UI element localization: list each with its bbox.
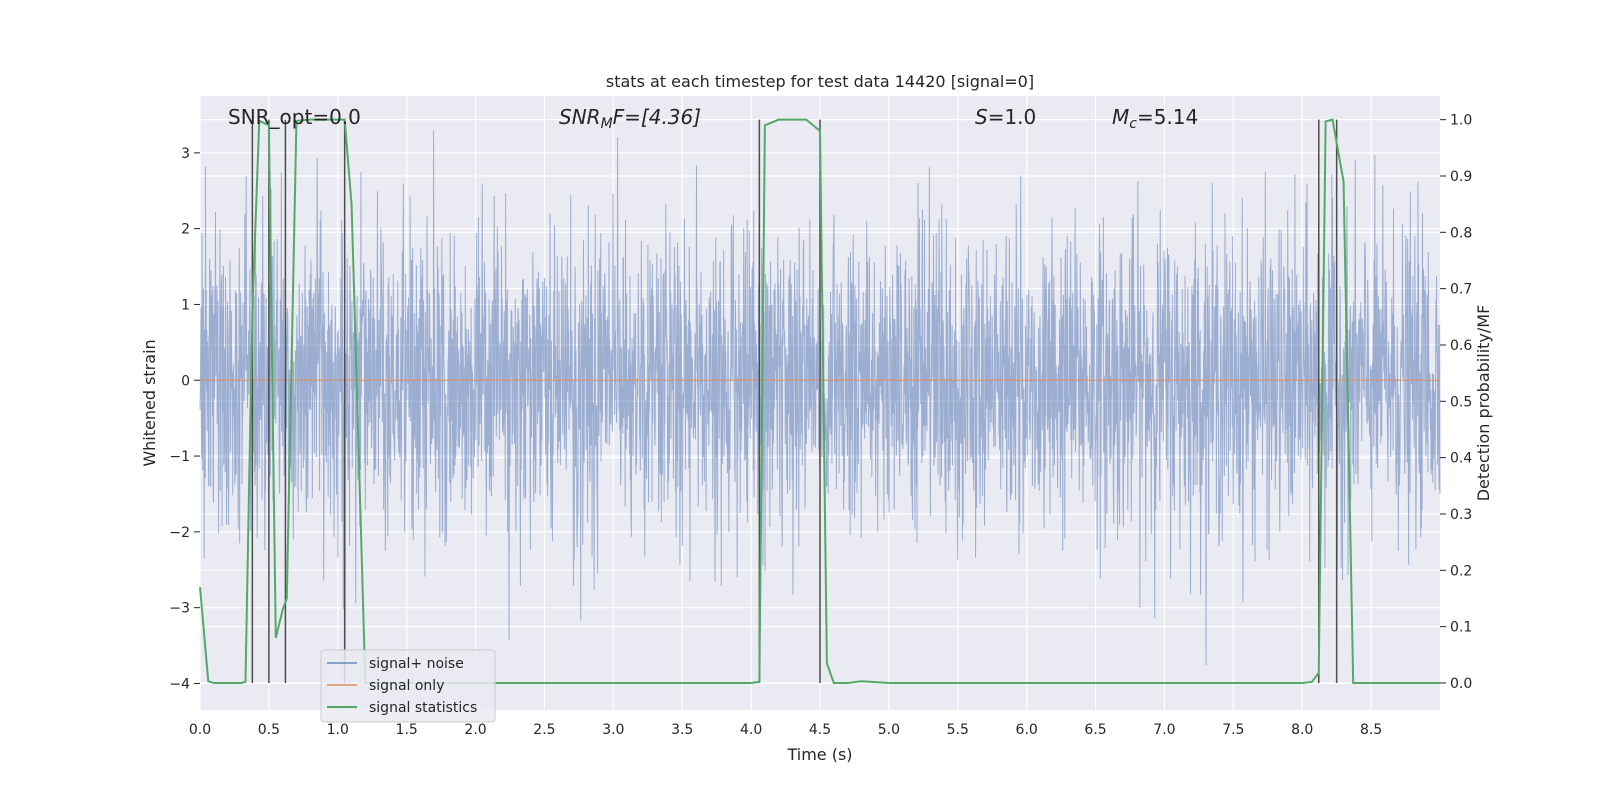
x-tick-label: 4.5	[809, 722, 831, 738]
annotation-s-name: S	[975, 105, 988, 129]
left-y-axis-label: Whitened strain	[140, 339, 159, 466]
annotation-snr-mf: SNRMF=[4.36]	[559, 105, 701, 132]
x-tick-label: 2.5	[533, 722, 555, 738]
right-y-tick-label: 0.2	[1450, 563, 1472, 579]
legend-label-signal-statistics: signal statistics	[369, 700, 477, 716]
right-y-tick-label: 0.3	[1450, 507, 1472, 523]
legend-label-signal-only: signal only	[369, 678, 444, 694]
annotation-s-rest: =1.0	[988, 105, 1037, 129]
annotation-snr-mf-sub: M	[601, 116, 613, 132]
right-y-tick-labels: 1.0 0.9 0.8 0.7 0.6 0.5 0.4 0.3 0.2 0.1 0.0	[1440, 113, 1472, 692]
left-y-tick-label: −3	[169, 601, 190, 617]
annotation-snr-mf-rest: F=[4.36]	[613, 105, 701, 129]
right-y-tick-label: 0.1	[1450, 620, 1472, 636]
x-tick-label: 8.5	[1360, 722, 1382, 738]
right-y-tick-label: 1.0	[1450, 113, 1472, 129]
left-y-tick-label: 2	[181, 222, 190, 238]
annotation-mc: Mc=5.14	[1112, 105, 1198, 132]
right-y-tick-label: 0.4	[1450, 451, 1472, 467]
x-tick-label: 5.5	[947, 722, 969, 738]
left-y-tick-label: −1	[169, 449, 190, 465]
left-y-tick-label: −2	[169, 525, 190, 541]
x-tick-label: 6.0	[1016, 722, 1038, 738]
left-y-tick-label: 0	[181, 373, 190, 389]
x-tick-label: 7.0	[1153, 722, 1175, 738]
left-y-tick-label: 3	[181, 146, 190, 162]
right-y-axis-label: Detection probability/MF	[1474, 305, 1493, 502]
right-y-tick-label: 0.9	[1450, 169, 1472, 185]
x-tick-label: 2.0	[464, 722, 486, 738]
chart-title: stats at each timestep for test data 144…	[606, 72, 1034, 91]
annotation-s: S=1.0	[975, 105, 1036, 129]
x-axis-label: Time (s)	[786, 745, 852, 764]
left-y-tick-label: 1	[181, 297, 190, 313]
x-tick-label: 0.0	[189, 722, 211, 738]
legend: signal+ noise signal only signal statist…	[320, 649, 496, 723]
legend-box	[320, 649, 496, 723]
right-y-tick-label: 0.8	[1450, 225, 1472, 241]
x-tick-label: 4.0	[740, 722, 762, 738]
x-tick-label: 3.5	[671, 722, 693, 738]
x-tick-label: 5.0	[878, 722, 900, 738]
signal-statistics-series	[199, 118, 1440, 684]
right-y-tick-label: 0.5	[1450, 394, 1472, 410]
x-tick-label: 3.0	[602, 722, 624, 738]
legend-label-signal-noise: signal+ noise	[369, 656, 464, 672]
left-y-tick-label: −4	[169, 676, 190, 692]
annotation-snr-opt: SNR_opt=0.0	[228, 105, 361, 129]
x-tick-label: 8.0	[1291, 722, 1313, 738]
annotation-mc-sub: c	[1129, 116, 1137, 132]
right-y-tick-label: 0.7	[1450, 282, 1472, 298]
x-tick-label: 1.0	[327, 722, 349, 738]
vertical-markers	[251, 119, 1338, 683]
x-tick-label: 6.5	[1084, 722, 1106, 738]
left-y-tick-labels: 3 2 1 0 −1 −2 −3 −4	[169, 146, 200, 692]
annotation-mc-name: M	[1112, 105, 1129, 129]
right-y-tick-label: 0.0	[1450, 676, 1472, 692]
annotation-snr-mf-name: SNR	[559, 105, 601, 129]
x-tick-label: 0.5	[258, 722, 280, 738]
x-tick-label: 1.5	[396, 722, 418, 738]
annotation-mc-rest: =5.14	[1137, 105, 1198, 129]
signal-statistics-line	[199, 118, 1440, 684]
x-tick-label: 7.5	[1222, 722, 1244, 738]
x-tick-labels: 0.0 0.5 1.0 1.5 2.0 2.5 3.0 3.5 4.0 4.5 5.0 5.5 6.0 6…	[189, 722, 1382, 738]
right-y-tick-label: 0.6	[1450, 338, 1472, 354]
